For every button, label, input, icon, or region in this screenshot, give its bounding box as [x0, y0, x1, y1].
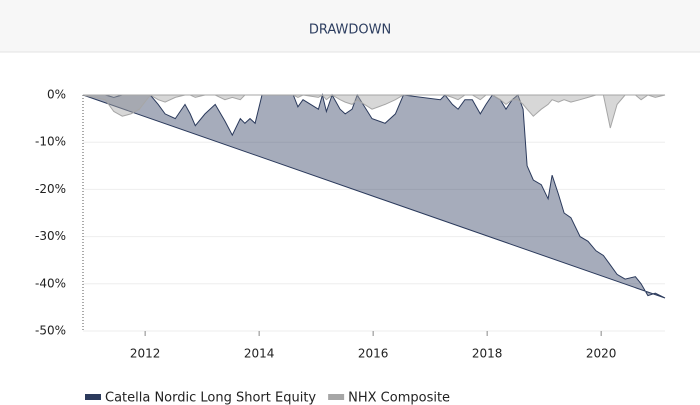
legend-label: NHX Composite: [348, 391, 450, 405]
legend-swatch: [328, 394, 345, 400]
y-tick-label: -20%: [35, 182, 66, 196]
x-tick-label: 2016: [358, 347, 389, 361]
header-band: [0, 0, 700, 52]
y-tick-label: -50%: [35, 324, 66, 338]
chart-title: DRAWDOWN: [309, 23, 391, 38]
x-tick-label: 2018: [472, 347, 503, 361]
y-tick-label: -30%: [35, 229, 66, 243]
x-tick-label: 2014: [244, 347, 275, 361]
legend-swatch: [85, 394, 101, 400]
y-tick-label: 0%: [47, 88, 66, 102]
y-tick-label: -10%: [35, 135, 66, 149]
x-tick-label: 2020: [586, 347, 617, 361]
x-tick-label: 2012: [130, 347, 161, 361]
area: [82, 94, 666, 129]
legend-label: Catella Nordic Long Short Equity: [105, 391, 316, 405]
y-tick-label: -40%: [35, 276, 66, 290]
area: [82, 93, 666, 299]
